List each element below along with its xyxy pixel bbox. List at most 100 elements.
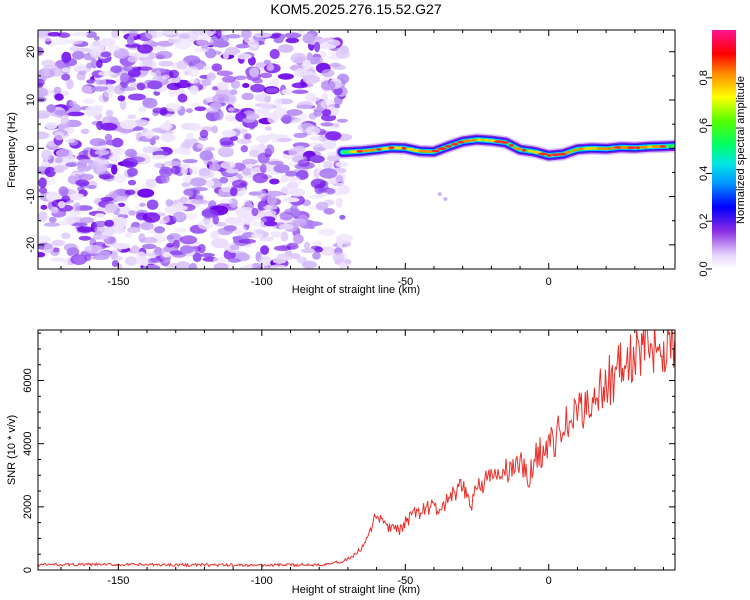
noise-blob	[183, 150, 191, 155]
noise-blob	[291, 119, 301, 124]
ridge-core	[388, 146, 395, 150]
noise-blob	[244, 133, 252, 140]
noise-blob	[278, 44, 294, 53]
noise-blob	[138, 233, 146, 243]
noise-blob	[107, 44, 121, 52]
noise-blob	[215, 30, 222, 39]
noise-blob	[50, 206, 59, 214]
noise-blob	[150, 257, 165, 263]
noise-blob	[48, 216, 57, 223]
noise-blob	[110, 155, 117, 163]
noise-blob	[96, 59, 103, 69]
y-tick-label: 4000	[22, 431, 34, 455]
colorbar-ticks: 0.0 0.2 0.4 0.6 0.8	[698, 70, 712, 277]
noise-blob	[118, 209, 129, 215]
y-tick-label: 0	[22, 567, 34, 573]
noise-speck	[443, 196, 448, 201]
noise-blob	[41, 149, 53, 161]
noise-blob	[255, 228, 265, 235]
noise-blob	[66, 247, 80, 257]
noise-blob	[251, 207, 259, 217]
noise-speck	[437, 192, 442, 197]
ridge-core	[369, 148, 377, 152]
noise-blob	[195, 195, 204, 201]
noise-blob	[254, 93, 272, 102]
noise-blob	[302, 33, 316, 44]
noise-blob	[298, 214, 309, 221]
noise-blob	[142, 212, 161, 223]
noise-blob	[38, 87, 49, 97]
noise-blob	[174, 38, 192, 50]
noise-blob	[86, 79, 96, 84]
noise-blob	[160, 133, 176, 142]
noise-blob	[332, 65, 346, 70]
noise-blob	[206, 72, 216, 81]
noise-blob	[61, 51, 72, 63]
noise-blob	[229, 244, 239, 250]
x-tick-label: -50	[397, 575, 413, 587]
noise-blob	[43, 68, 51, 77]
ridge-core	[659, 145, 667, 148]
noise-blob	[192, 252, 202, 263]
noise-blob	[221, 129, 237, 138]
ridge-core	[451, 142, 459, 146]
noise-blob	[90, 41, 105, 52]
noise-blob	[319, 50, 327, 58]
ridge-core	[437, 147, 447, 151]
noise-blob	[171, 78, 181, 83]
colorbar-gradient	[712, 30, 736, 269]
noise-blob	[38, 131, 50, 140]
noise-blob	[181, 165, 188, 176]
noise-blob	[212, 40, 230, 48]
colorbar-tick-label: 0.6	[698, 118, 710, 133]
ridge-core	[528, 149, 533, 153]
noise-blob	[71, 32, 89, 37]
noise-blob	[213, 50, 222, 55]
noise-blob	[307, 221, 323, 226]
noise-blob	[267, 114, 279, 124]
noise-blob	[129, 30, 138, 37]
noise-blob	[281, 89, 293, 95]
noise-blob	[267, 160, 284, 166]
noise-blob	[249, 67, 260, 78]
noise-blob	[338, 184, 350, 195]
ridge-core	[627, 146, 636, 150]
snr-x-ticks: -150 -100 -50 0	[60, 330, 665, 587]
noise-blob	[46, 191, 59, 202]
noise-blob	[270, 231, 282, 238]
noise-blob	[213, 262, 229, 269]
noise-blob	[213, 109, 224, 121]
noise-blob	[119, 100, 127, 110]
noise-blob	[114, 219, 125, 231]
y-tick-label: 20	[25, 46, 37, 58]
noise-blob	[44, 175, 56, 186]
spectrogram-noise-layer	[38, 30, 448, 269]
noise-blob	[259, 236, 275, 242]
spectrogram-frame	[37, 29, 676, 270]
noise-blob	[212, 86, 219, 91]
noise-blob	[126, 227, 141, 233]
noise-blob	[127, 68, 141, 78]
noise-blob	[300, 248, 316, 253]
noise-blob	[200, 252, 215, 258]
noise-blob	[98, 93, 110, 103]
noise-blob	[273, 164, 290, 174]
noise-blob	[105, 109, 114, 117]
noise-blob	[166, 82, 182, 91]
noise-blob	[154, 226, 166, 234]
noise-blob	[57, 201, 66, 209]
noise-blob	[301, 260, 317, 269]
spectrogram-ridge-layer	[335, 133, 675, 162]
ridge-core	[513, 147, 523, 151]
noise-blob	[141, 243, 157, 250]
noise-blob	[220, 161, 236, 170]
noise-blob	[136, 82, 146, 91]
noise-blob	[288, 147, 305, 157]
noise-blob	[272, 256, 287, 265]
colorbar-tick-label: 0.8	[698, 70, 710, 85]
noise-blob	[115, 195, 128, 202]
noise-blob	[139, 202, 146, 207]
ridge-core	[444, 145, 452, 148]
noise-blob	[38, 96, 47, 103]
ridge-core	[635, 146, 641, 150]
